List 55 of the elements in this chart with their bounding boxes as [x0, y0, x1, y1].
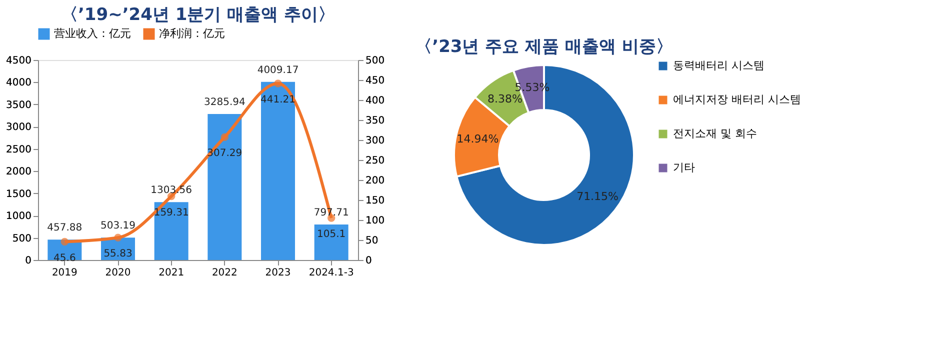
legend-label: 에너지저장 배터리 시스템: [673, 93, 801, 106]
y2-tick-label: 250: [366, 156, 385, 166]
legend-label: 净利润：亿元: [159, 27, 225, 40]
legend-label: 营业收入：亿元: [54, 27, 131, 40]
y-tick-label: 500: [12, 233, 32, 244]
y2-tick-label: 300: [366, 136, 385, 146]
y-tick-label: 1500: [6, 188, 32, 200]
y2-tick-label: 350: [366, 116, 385, 126]
y2-tick-label: 100: [366, 216, 385, 226]
chart-title: 〈’23년 주요 제품 매출액 비중〉: [415, 37, 673, 57]
x-tick-label: 2019: [52, 268, 78, 278]
y2-tick-label: 0: [366, 256, 372, 266]
data-label: 14.94%: [456, 132, 499, 146]
legend-label: 전지소재 및 회수: [673, 127, 757, 140]
y-tick-label: 4500: [6, 56, 32, 66]
bar: [154, 202, 188, 260]
legend-label: 동력배터리 시스템: [673, 59, 764, 72]
x-tick-label: 2020: [105, 268, 131, 278]
data-label: 45.6: [54, 252, 76, 264]
bar: [314, 224, 348, 260]
data-label: 457.88: [47, 222, 82, 234]
x-tick-label: 2023: [265, 268, 291, 278]
data-label: 3285.94: [204, 96, 246, 108]
data-label: 105.1: [317, 228, 346, 240]
y-tick-label: 3000: [6, 122, 32, 134]
data-label: 71.15%: [576, 190, 619, 203]
data-label: 55.83: [104, 248, 132, 260]
data-label: 503.19: [100, 220, 136, 232]
bar: [208, 114, 242, 260]
y2-tick-label: 200: [366, 176, 385, 186]
point: [114, 234, 122, 242]
data-label: 4009.17: [257, 64, 299, 76]
y-tick-label: 3500: [6, 100, 32, 111]
chart-title: 〈’19~’24년 1분기 매출액 추이〉: [60, 5, 336, 25]
y-tick-label: 1000: [6, 211, 32, 222]
point: [220, 133, 229, 141]
x-tick-label: 2021: [158, 268, 184, 278]
point: [60, 238, 69, 246]
y2-tick-label: 400: [366, 96, 385, 106]
data-label: 159.31: [154, 207, 189, 218]
bar: [261, 82, 295, 260]
y-tick-label: 0: [25, 256, 32, 266]
y2-tick-label: 450: [366, 76, 385, 86]
x-tick-label: 2022: [212, 268, 238, 278]
data-label: 8.38%: [488, 92, 522, 106]
legend-label: 기타: [673, 161, 695, 174]
y-tick-label: 4000: [6, 78, 32, 89]
point: [274, 80, 282, 88]
donut-slice: [456, 64, 635, 246]
y-tick-label: 2000: [6, 166, 32, 178]
y2-tick-label: 50: [366, 236, 378, 246]
x-tick-label: 2024.1-3: [308, 268, 354, 278]
y2-tick-label: 500: [366, 56, 385, 66]
y2-tick-label: 150: [366, 196, 385, 206]
y-tick-label: 2500: [6, 144, 32, 156]
